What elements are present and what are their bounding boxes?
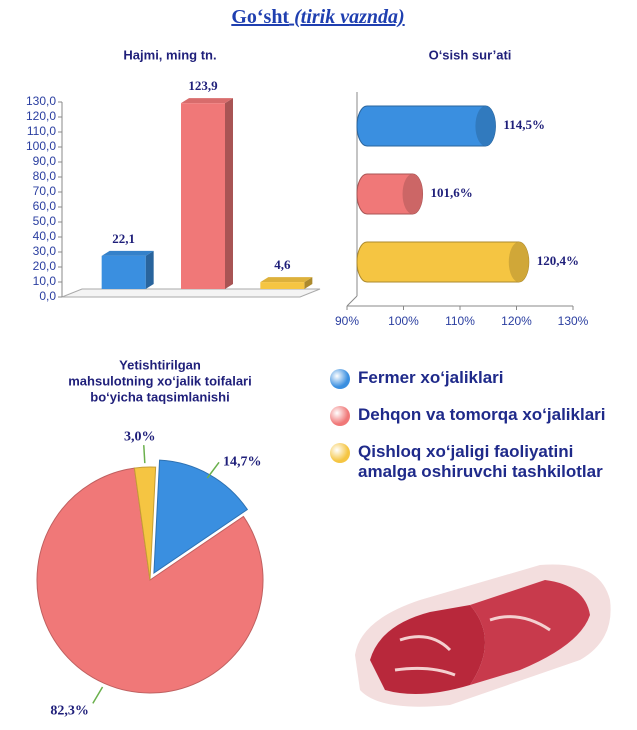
y-tick-label: 100,0 bbox=[26, 139, 56, 153]
y-tick-label: 110,0 bbox=[27, 124, 56, 138]
value-label: 3,0% bbox=[124, 429, 156, 444]
y-tick-label: 50,0 bbox=[33, 214, 57, 228]
y-tick-label: 0,0 bbox=[39, 289, 56, 303]
chart-title: bo‘yicha taqsimlanishi bbox=[90, 389, 229, 404]
y-tick-label: 40,0 bbox=[33, 229, 57, 243]
bar bbox=[356, 241, 530, 283]
legend-swatch bbox=[330, 443, 350, 463]
x-tick-label: 130% bbox=[558, 314, 589, 328]
page-title: Go‘sht (tirik vaznda) bbox=[231, 6, 404, 28]
value-label: 114,5% bbox=[503, 117, 545, 132]
bar-side bbox=[304, 277, 313, 289]
x-tick-label: 120% bbox=[501, 314, 532, 328]
bar-cap bbox=[475, 106, 496, 146]
bar-cap bbox=[402, 174, 423, 214]
value-label: 123,9 bbox=[188, 78, 218, 93]
title-note: (tirik vaznda) bbox=[294, 6, 405, 28]
meat-image bbox=[355, 564, 611, 707]
axis-depth bbox=[346, 295, 358, 307]
leader-line bbox=[206, 461, 220, 479]
bar bbox=[356, 105, 496, 147]
x-tick-label: 110% bbox=[445, 314, 475, 328]
value-label: 4,6 bbox=[274, 257, 291, 272]
y-tick-label: 130,0 bbox=[26, 94, 56, 108]
bar bbox=[260, 282, 305, 289]
y-tick-label: 20,0 bbox=[33, 259, 57, 273]
leader-line bbox=[143, 445, 146, 464]
value-label: 101,6% bbox=[431, 185, 473, 200]
value-label: 82,3% bbox=[50, 704, 89, 719]
legend-item: Fermer xo‘jaliklari bbox=[330, 368, 630, 389]
value-label: 22,1 bbox=[112, 231, 135, 246]
value-label: 14,7% bbox=[223, 455, 262, 470]
y-tick-label: 70,0 bbox=[33, 184, 57, 198]
legend-swatch bbox=[330, 406, 350, 426]
legend-label: Dehqon va tomorqa xo‘jaliklari bbox=[358, 405, 606, 424]
legend: Fermer xo‘jaliklari Dehqon va tomorqa xo‘… bbox=[330, 368, 630, 498]
legend-label: Fermer xo‘jaliklari bbox=[358, 368, 504, 387]
legend-label: Qishloq xo‘jaligi faoliyatini amalga osh… bbox=[358, 442, 603, 481]
bar-top bbox=[101, 250, 154, 256]
pie-slice bbox=[133, 466, 157, 581]
bar bbox=[181, 103, 225, 290]
legend-item: Dehqon va tomorqa xo‘jaliklari bbox=[330, 405, 630, 426]
y-tick-label: 80,0 bbox=[33, 169, 57, 183]
y-tick-label: 10,0 bbox=[33, 274, 57, 288]
bar-top bbox=[181, 98, 233, 104]
legend-item: Qishloq xo‘jaligi faoliyatini amalga osh… bbox=[330, 442, 630, 482]
bar-side bbox=[225, 98, 233, 290]
title: Go‘sht bbox=[231, 6, 289, 28]
chart-title: Yetishtirilgan bbox=[119, 357, 201, 372]
pie-slice bbox=[36, 467, 264, 694]
value-label: 120,4% bbox=[537, 253, 579, 268]
y-tick-label: 30,0 bbox=[33, 244, 57, 258]
leader-line bbox=[92, 686, 104, 704]
bar-cap bbox=[508, 242, 529, 282]
y-tick-label: 90,0 bbox=[33, 154, 57, 168]
bar-top bbox=[260, 277, 313, 283]
bar bbox=[101, 255, 146, 289]
x-tick-label: 100% bbox=[388, 314, 419, 328]
x-tick-label: 90% bbox=[335, 314, 359, 328]
y-tick-label: 120,0 bbox=[26, 109, 56, 123]
chart-title: Hajmi, ming tn. bbox=[123, 47, 216, 62]
legend-swatch bbox=[330, 369, 350, 389]
floor bbox=[61, 288, 321, 298]
y-tick-label: 60,0 bbox=[33, 199, 57, 213]
bar-side bbox=[145, 250, 154, 289]
chart-title: mahsulotning xo‘jalik toifalari bbox=[68, 373, 251, 388]
chart-title: O‘sish sur’ati bbox=[429, 47, 512, 62]
